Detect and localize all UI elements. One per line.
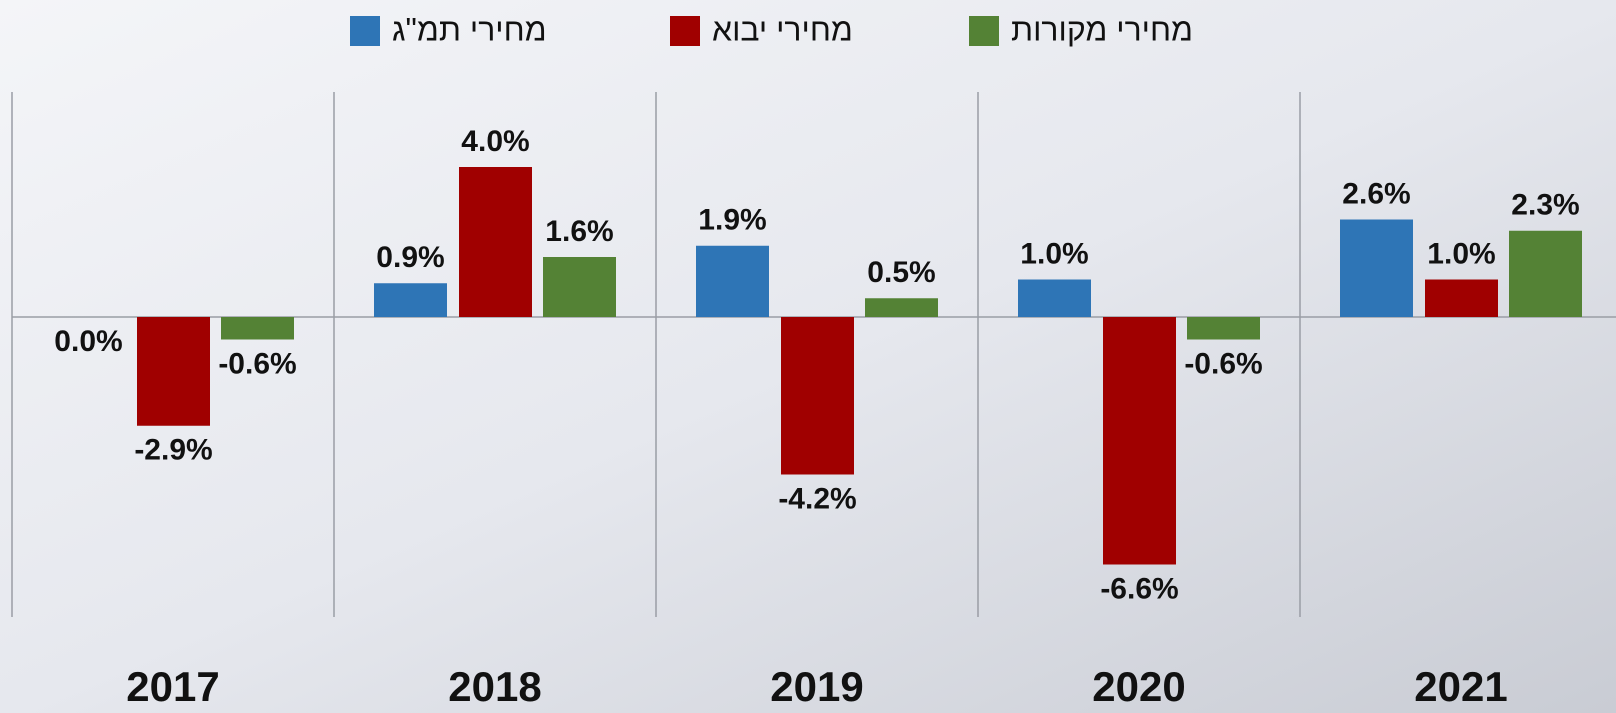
bar <box>1187 317 1260 340</box>
bar <box>374 283 447 317</box>
legend-swatch <box>670 16 700 46</box>
legend-swatch <box>969 16 999 46</box>
bar <box>459 167 532 317</box>
value-label: -4.2% <box>778 482 856 515</box>
value-label: 1.0% <box>1427 237 1495 270</box>
bar <box>221 317 294 340</box>
bar <box>1509 230 1582 317</box>
x-tick-label: 2017 <box>126 663 219 710</box>
value-label: 0.5% <box>867 256 935 289</box>
bar <box>1018 279 1091 317</box>
value-label: -0.6% <box>1184 347 1262 380</box>
legend-swatch <box>350 16 380 46</box>
bar <box>1425 279 1498 317</box>
value-label: 0.0% <box>54 325 122 358</box>
value-label: -0.6% <box>218 347 296 380</box>
bar <box>865 298 938 317</box>
legend-label: מחירי יבוא <box>712 11 853 47</box>
legend-label: מחירי מקורות <box>1011 11 1193 47</box>
legend-label: מחירי תמ"ג <box>392 11 547 47</box>
x-tick-label: 2019 <box>770 663 863 710</box>
value-label: 4.0% <box>461 125 529 158</box>
bar <box>543 257 616 317</box>
bar <box>137 317 210 426</box>
x-tick-label: 2018 <box>448 663 541 710</box>
value-label: 0.9% <box>376 241 444 274</box>
x-tick-label: 2020 <box>1092 663 1185 710</box>
value-label: 2.6% <box>1342 177 1410 210</box>
value-label: -6.6% <box>1100 572 1178 605</box>
value-label: 1.9% <box>698 204 766 237</box>
value-label: -2.9% <box>134 434 212 467</box>
bar <box>1103 317 1176 565</box>
x-tick-label: 2021 <box>1414 663 1507 710</box>
bar <box>781 317 854 475</box>
value-label: 2.3% <box>1511 189 1579 222</box>
plot-area: מחירי תמ"ג מחירי יבוא מחירי מקורות 2017 0.0%… <box>11 11 1616 710</box>
bar <box>1340 219 1413 317</box>
value-label: 1.0% <box>1020 237 1088 270</box>
bar <box>696 245 769 317</box>
value-label: 1.6% <box>545 215 613 248</box>
